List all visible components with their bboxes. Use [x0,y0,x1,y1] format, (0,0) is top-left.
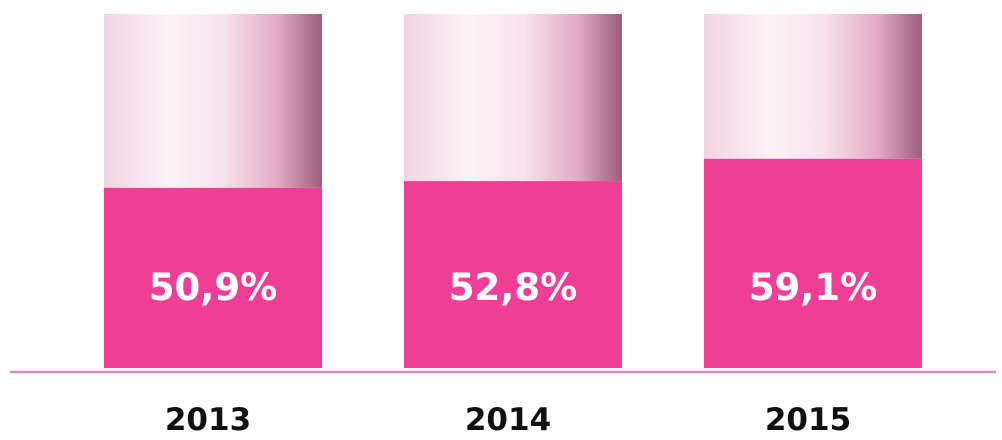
value-label-2015: 59,1% [749,266,877,309]
bar-remainder-2015 [704,14,922,159]
category-label-2014: 2014 [465,402,551,438]
bar-2013 [104,187,322,368]
bar-2015 [704,158,922,368]
category-label-2013: 2013 [165,402,251,438]
bar-remainder-2013 [104,14,322,188]
labels-layer: 50,9% 2013 52,8% 2014 59,1% 2015 [149,266,877,438]
bar-remainder-2014 [404,14,622,182]
value-label-2014: 52,8% [449,266,577,309]
category-label-2015: 2015 [765,402,851,438]
bar-2014 [404,181,622,368]
bars-layer [104,14,922,368]
value-label-2013: 50,9% [149,266,277,309]
